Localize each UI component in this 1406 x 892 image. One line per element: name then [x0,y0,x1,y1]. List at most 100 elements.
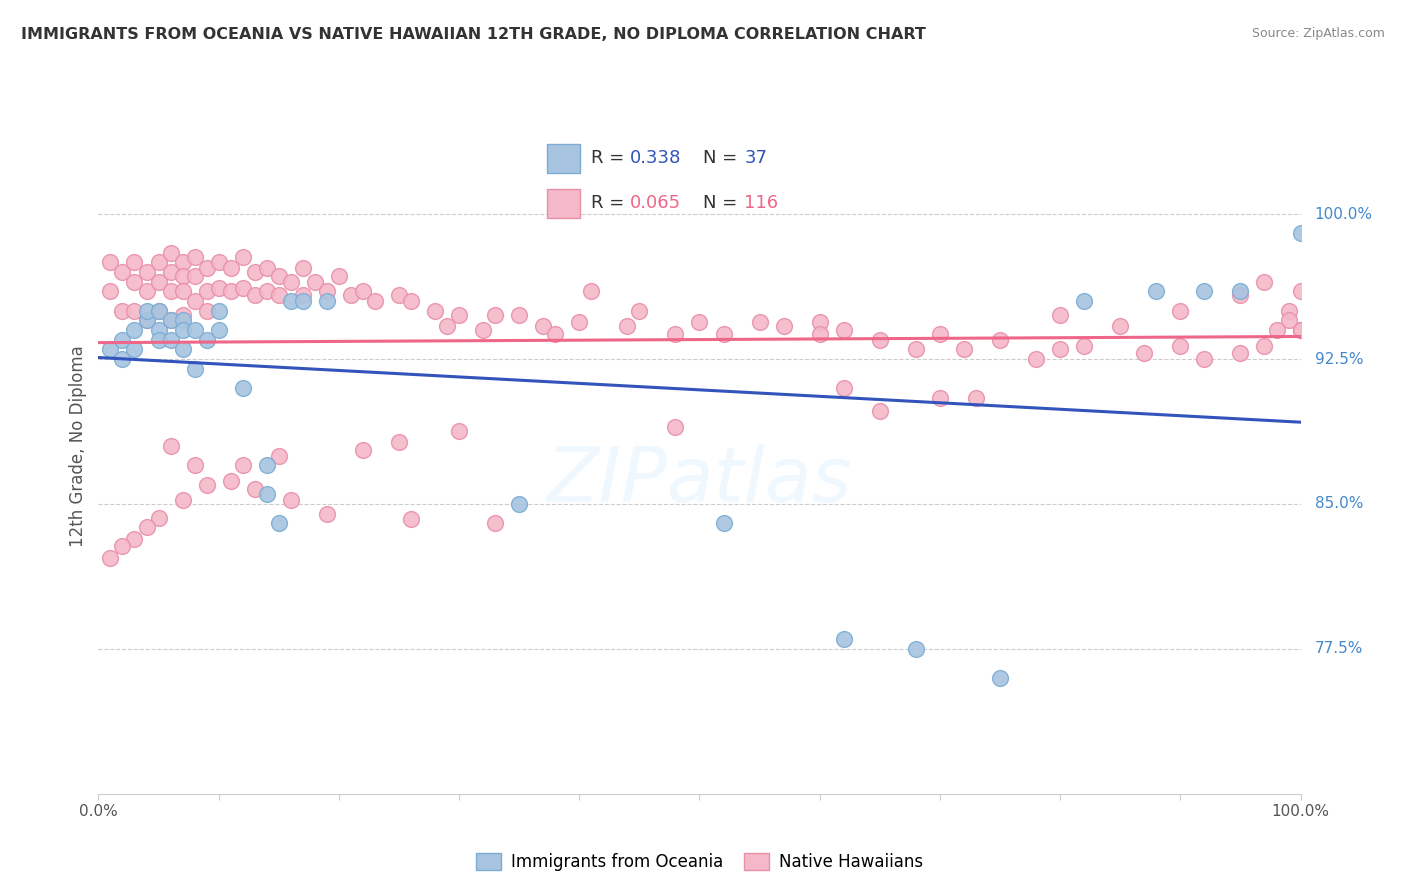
Text: 77.5%: 77.5% [1315,641,1362,657]
Text: 37: 37 [744,149,768,167]
Point [124,532,146,546]
Point [208,255,231,269]
Bar [547,189,581,218]
Bar [547,144,581,172]
Point [928,391,950,405]
Point [628,303,651,318]
Point [148,303,170,318]
Point [172,308,194,322]
Point [267,288,290,302]
Point [1229,346,1251,360]
Point [447,308,470,322]
Point [183,294,205,309]
Point [159,439,181,453]
Text: 85.0%: 85.0% [1315,497,1362,511]
Point [1253,338,1275,352]
Point [256,487,278,501]
Point [832,632,855,647]
Point [172,313,194,327]
Point [808,315,831,329]
Point [713,516,735,531]
Point [124,323,146,337]
Point [124,303,146,318]
Point [1073,294,1095,309]
Point [388,435,411,450]
Point [1194,285,1216,299]
Point [1229,288,1251,302]
Point [484,516,506,531]
Point [159,333,181,347]
Point [436,319,458,334]
Point [243,288,266,302]
Point [183,361,205,376]
Point [340,288,363,302]
Point [148,275,170,289]
Point [315,285,337,299]
Text: IMMIGRANTS FROM OCEANIA VS NATIVE HAWAIIAN 12TH GRADE, NO DIPLOMA CORRELATION CH: IMMIGRANTS FROM OCEANIA VS NATIVE HAWAII… [21,27,927,42]
Point [904,343,927,357]
Point [423,303,446,318]
Point [183,323,205,337]
Point [832,381,855,395]
Point [1253,275,1275,289]
Point [100,551,122,566]
Point [988,333,1011,347]
Point [219,285,242,299]
Point [1170,338,1192,352]
Point [280,294,302,309]
Point [328,268,350,283]
Point [135,303,157,318]
Point [267,449,290,463]
Point [135,520,157,534]
Text: R =: R = [591,149,630,167]
Point [195,333,218,347]
Point [232,458,254,473]
Point [183,268,205,283]
Point [291,261,314,276]
Point [748,315,770,329]
Point [280,493,302,508]
Point [291,294,314,309]
Point [928,326,950,341]
Point [243,265,266,279]
Point [544,326,567,341]
Text: 116: 116 [744,194,779,212]
Point [315,294,337,309]
Point [581,285,603,299]
Point [531,319,554,334]
Point [124,343,146,357]
Point [159,313,181,327]
Point [195,477,218,491]
Text: 92.5%: 92.5% [1315,351,1362,367]
Point [111,303,134,318]
Point [953,343,976,357]
Point [208,323,231,337]
Point [232,250,254,264]
Point [869,333,891,347]
Point [172,268,194,283]
Point [447,424,470,438]
Point [267,268,290,283]
Point [1277,303,1299,318]
Point [568,315,591,329]
Point [904,642,927,657]
Point [965,391,987,405]
Text: 0.065: 0.065 [630,194,681,212]
Legend: Immigrants from Oceania, Native Hawaiians: Immigrants from Oceania, Native Hawaiian… [468,845,931,880]
Point [183,458,205,473]
Point [352,442,374,457]
Point [100,343,122,357]
Point [195,303,218,318]
Point [256,458,278,473]
Point [399,512,422,526]
Point [219,474,242,488]
Point [688,315,710,329]
Point [135,265,157,279]
Point [172,255,194,269]
Point [148,333,170,347]
Point [352,285,374,299]
Point [364,294,387,309]
Point [472,323,495,337]
Point [1289,323,1312,337]
Point [208,280,231,294]
